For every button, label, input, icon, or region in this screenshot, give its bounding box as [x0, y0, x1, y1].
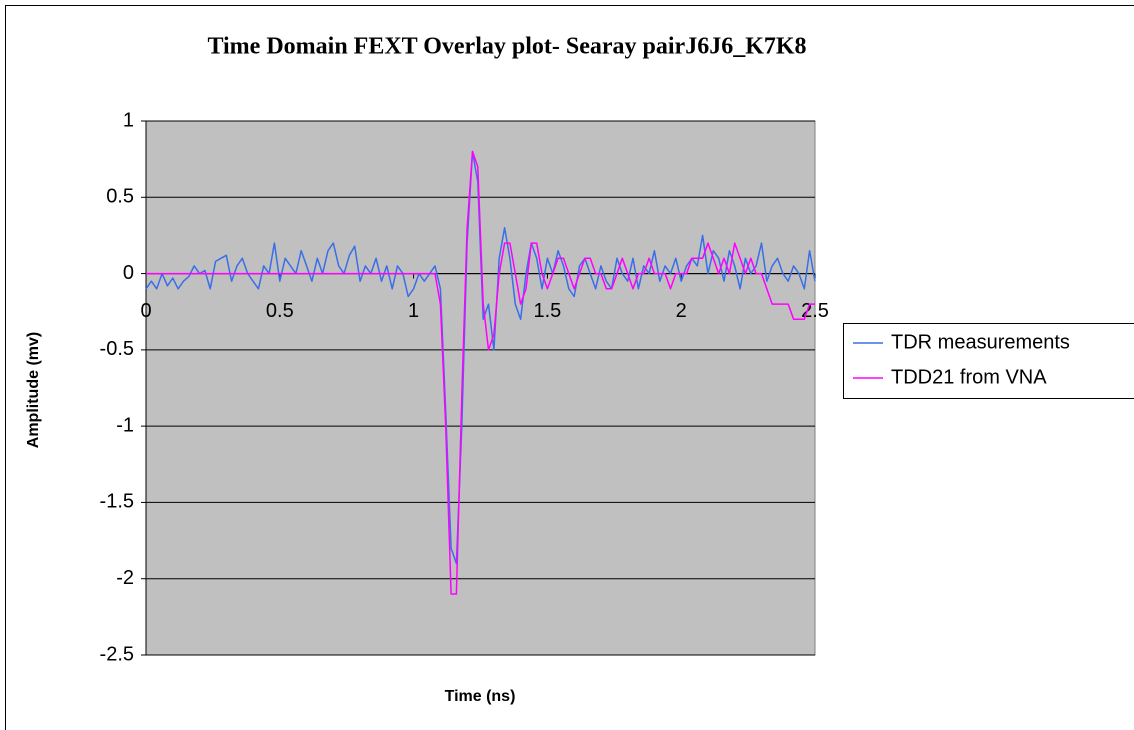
x-axis-label: Time (ns) — [445, 688, 516, 705]
y-tick-label: -1 — [116, 414, 134, 436]
x-tick-label: 0 — [140, 300, 151, 322]
legend-label: TDR measurements — [891, 331, 1070, 353]
legend — [843, 323, 1134, 399]
y-tick-label: -0.5 — [100, 338, 134, 360]
y-axis-label: Amplitude (mv) — [25, 332, 42, 448]
y-tick-label: 1 — [123, 109, 134, 131]
x-tick-label: 0.5 — [266, 300, 294, 322]
data-line — [146, 150, 815, 595]
y-tick-label: -2 — [116, 567, 134, 589]
x-tick-label: 1.5 — [533, 300, 561, 322]
y-tick-label: 0 — [123, 262, 134, 284]
chart-title: Time Domain FEXT Overlay plot- Searay pa… — [207, 34, 806, 60]
x-tick-label: 1 — [408, 300, 419, 322]
plot-area — [145, 120, 816, 656]
y-tick-label: -2.5 — [100, 643, 134, 665]
y-tick-label: 0.5 — [106, 186, 134, 208]
x-tick-label: 2.5 — [801, 300, 829, 322]
x-tick-label: 2 — [676, 300, 687, 322]
legend-label: TDD21 from VNA — [891, 366, 1047, 388]
y-tick-label: -1.5 — [100, 491, 134, 513]
